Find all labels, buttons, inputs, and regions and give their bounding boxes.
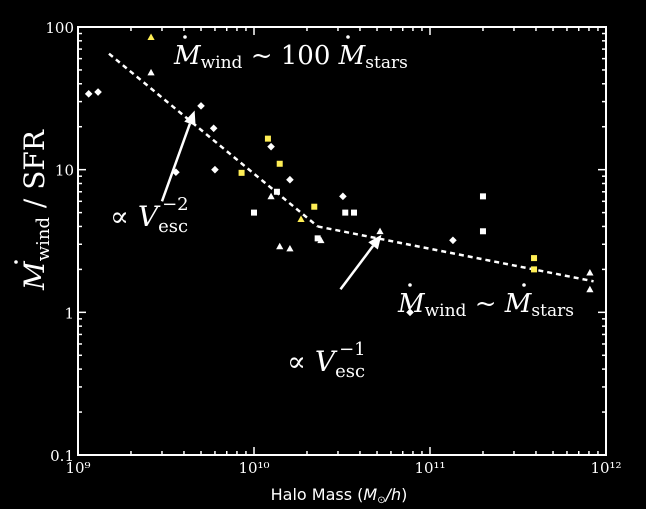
square-point	[276, 160, 283, 167]
arrow-2	[339, 234, 382, 291]
y-tick-label: 10	[55, 162, 74, 180]
diamond-point	[267, 142, 275, 151]
triangle-point	[147, 68, 155, 76]
axes	[77, 26, 607, 456]
square-point	[264, 135, 271, 142]
arrow-shaft	[339, 245, 375, 291]
square-point	[479, 193, 486, 200]
plot-frame	[77, 26, 607, 456]
square-point	[238, 169, 245, 176]
x-tick-label: 10¹¹	[414, 459, 445, 477]
square-point	[531, 266, 538, 273]
fit-line-1	[108, 52, 319, 228]
triangle-point	[586, 268, 594, 276]
diamond-point	[339, 192, 347, 201]
square-point	[342, 209, 349, 216]
arrow-1	[160, 110, 196, 202]
arrow-shaft	[160, 123, 192, 202]
x-tick-label: 10⁹	[65, 459, 90, 477]
annotation-wind-eq-text: Mwind ~ Mstars	[397, 289, 574, 321]
annotation-wind-eq: Mwind ~ Mstars	[397, 283, 574, 321]
triangle-point	[147, 33, 155, 40]
diamond-point	[94, 88, 102, 96]
diamond-point	[84, 90, 93, 98]
arrow-head	[184, 110, 196, 126]
annotation-wind-100: Mwind ~ 100 Mstars	[173, 35, 408, 73]
square-point	[311, 203, 318, 210]
annotation-wind-100-text: Mwind ~ 100 Mstars	[173, 41, 408, 73]
diamond-point	[449, 236, 457, 245]
y-tick-label: 0.1	[50, 447, 74, 465]
y-tick-label: 100	[45, 19, 74, 37]
triangle-point	[317, 236, 325, 244]
triangle-point	[586, 285, 594, 293]
arrow-head	[368, 234, 382, 250]
triangle-point	[286, 244, 294, 252]
diamond-point	[197, 102, 205, 110]
y-tick-label: 1	[64, 304, 74, 322]
x-axis-label: Halo Mass (M⊙/h)	[271, 485, 408, 506]
annotation-vesc-2-text: ∝ Vesc−2	[110, 194, 189, 237]
square-point	[479, 228, 486, 235]
x-tick-label: 10¹²	[590, 459, 621, 477]
annotation-vesc-1-text: ∝ Vesc−1	[287, 339, 366, 382]
triangle-point	[276, 242, 284, 250]
x-tick-label: 10¹⁰	[238, 459, 269, 477]
square-point	[251, 209, 257, 216]
diamond-point	[209, 124, 218, 133]
triangle-point	[376, 227, 384, 235]
diamond-point	[286, 175, 294, 184]
fit-line-2	[317, 225, 594, 283]
fit-lines	[108, 52, 594, 283]
tick-labels: 10⁹ 10¹⁰ 10¹¹ 10¹² 0.1 1 10 100	[45, 19, 621, 477]
triangle-point	[267, 192, 275, 200]
annotation-vesc-1: ∝ Vesc−1	[287, 339, 366, 382]
square-point	[314, 235, 321, 242]
triangle-point	[297, 215, 305, 223]
square-point	[351, 209, 358, 216]
diamond-point	[406, 308, 414, 317]
square-point	[273, 188, 280, 195]
y-axis-label-dot	[14, 260, 18, 264]
diamond-point	[211, 165, 219, 174]
data-points	[84, 33, 594, 317]
y-axis-label: Mwind / SFR	[18, 129, 54, 291]
svg-text:Mwind / SFR: Mwind / SFR	[18, 129, 54, 291]
annotation-vesc-2: ∝ Vesc−2	[110, 194, 189, 237]
arrows	[160, 110, 382, 291]
square-point	[531, 255, 538, 262]
